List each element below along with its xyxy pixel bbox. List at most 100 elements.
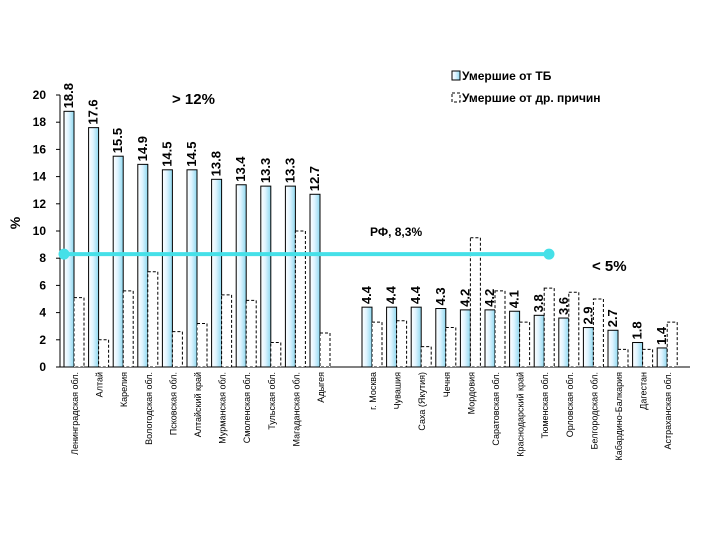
y-tick-label: 8 bbox=[39, 251, 46, 265]
bar-value-label: 14.9 bbox=[135, 136, 150, 161]
bar-tb bbox=[533, 314, 545, 368]
bar-other-causes bbox=[617, 348, 629, 368]
bar-other-causes bbox=[642, 348, 654, 368]
category-label: Смоленская обл. bbox=[242, 372, 252, 443]
bar-tb bbox=[386, 306, 398, 368]
y-tick-label: 20 bbox=[33, 88, 47, 102]
bar-tb bbox=[186, 169, 198, 368]
bar-other-causes bbox=[122, 290, 134, 368]
bar-other-causes bbox=[568, 291, 580, 368]
bar-tb bbox=[582, 327, 594, 368]
bar-value-label: 15.5 bbox=[110, 128, 125, 153]
bar-tb bbox=[211, 178, 223, 368]
bar-value-label: 14.5 bbox=[184, 141, 199, 166]
bar-tb bbox=[558, 317, 570, 368]
category-label: Чувашия bbox=[393, 372, 403, 409]
bar-tb bbox=[410, 306, 422, 368]
bar-value-label: 4.4 bbox=[359, 285, 374, 304]
category-label: Алтай bbox=[95, 372, 105, 397]
reference-line-end-marker bbox=[543, 248, 555, 260]
bar-value-label: 4.3 bbox=[433, 287, 448, 305]
y-axis-title: % bbox=[7, 216, 23, 229]
bar-value-label: 17.6 bbox=[86, 99, 101, 124]
category-label: Краснодарский край bbox=[516, 372, 526, 457]
bar-other-causes bbox=[147, 271, 159, 368]
bar-value-label: 4.4 bbox=[384, 285, 399, 304]
bar-tb bbox=[435, 308, 447, 368]
category-label: Дагестан bbox=[639, 372, 649, 410]
bar-other-causes bbox=[221, 294, 233, 368]
category-label: Карелия bbox=[119, 372, 129, 407]
bar-tb bbox=[509, 310, 521, 368]
bar-other-causes bbox=[245, 299, 257, 368]
y-tick-label: 2 bbox=[39, 333, 46, 347]
bar-other-causes bbox=[294, 230, 306, 368]
category-label: Магаданская обл. bbox=[291, 372, 301, 446]
bar-other-causes bbox=[543, 287, 555, 368]
bar-tb bbox=[235, 184, 247, 368]
bar-tb bbox=[309, 193, 321, 368]
bar-value-label: 4.1 bbox=[507, 290, 522, 308]
y-tick-label: 18 bbox=[33, 115, 47, 129]
bar-value-label: 4.2 bbox=[482, 289, 497, 307]
bar-value-label: 14.5 bbox=[159, 141, 174, 166]
category-label: Вологодская обл. bbox=[144, 372, 154, 445]
bar-tb bbox=[112, 155, 124, 368]
bar-other-causes bbox=[469, 237, 481, 368]
category-label: Псковская обл. bbox=[168, 372, 178, 435]
bar-other-causes bbox=[494, 290, 506, 368]
bar-tb bbox=[137, 163, 149, 368]
bar-other-causes bbox=[270, 342, 282, 368]
category-label: Тюменская обл. bbox=[540, 372, 550, 438]
reference-line-start-marker bbox=[58, 248, 70, 260]
legend: Умершие от ТБ Умершие от др. причин bbox=[451, 69, 601, 105]
category-label: Кабардино-Балкария bbox=[614, 372, 624, 461]
bar-other-causes bbox=[519, 321, 531, 368]
bar-tb bbox=[260, 185, 272, 368]
bar-other-causes bbox=[666, 321, 678, 368]
reference-line-label: РФ, 8,3% bbox=[370, 225, 422, 239]
y-tick-label: 10 bbox=[33, 224, 47, 238]
bar-tb bbox=[361, 306, 373, 368]
bar-tb bbox=[284, 185, 296, 368]
category-label: Алтайский край bbox=[193, 372, 203, 437]
bar-value-label: 13.4 bbox=[233, 156, 248, 182]
y-tick-label: 6 bbox=[39, 278, 46, 292]
category-label: Белгородская обл. bbox=[589, 372, 599, 450]
bar-value-label: 13.3 bbox=[282, 158, 297, 183]
bar-value-label: 2.9 bbox=[580, 306, 595, 324]
legend-swatch-other bbox=[451, 92, 461, 103]
bar-value-label: 3.8 bbox=[531, 294, 546, 312]
bar-value-label: 12.7 bbox=[307, 166, 322, 191]
legend-label-tb: Умершие от ТБ bbox=[462, 69, 552, 83]
bar-tb bbox=[632, 342, 644, 368]
bar-tb bbox=[63, 110, 75, 368]
category-label: Мордовия bbox=[466, 372, 476, 414]
category-label: Астраханская обл. bbox=[663, 372, 673, 450]
bar-value-label: 13.3 bbox=[258, 158, 273, 183]
legend-label-other: Умершие от др. причин bbox=[462, 91, 601, 105]
bar-value-label: 3.6 bbox=[556, 297, 571, 315]
bar-value-label: 1.4 bbox=[654, 326, 669, 345]
bar-value-label: 4.4 bbox=[408, 285, 423, 304]
bar-tb bbox=[656, 347, 668, 368]
category-label: г. Москва bbox=[368, 372, 378, 410]
category-label: Чечня bbox=[442, 372, 452, 397]
bar-other-causes bbox=[73, 297, 85, 368]
category-label: Орловская обл. bbox=[565, 372, 575, 437]
bar-other-causes bbox=[445, 327, 457, 368]
category-label: Саха (Якутия) bbox=[417, 372, 427, 431]
bar-tb bbox=[88, 127, 100, 368]
annotation-above-12: > 12% bbox=[172, 91, 215, 108]
bar-other-causes bbox=[196, 322, 208, 368]
bar-value-label: 13.8 bbox=[209, 151, 224, 176]
bar-tb bbox=[459, 309, 471, 368]
bar-value-label: 4.2 bbox=[457, 289, 472, 307]
y-tick-label: 16 bbox=[33, 142, 47, 156]
bar-value-label: 2.7 bbox=[605, 309, 620, 327]
category-label: Саратовская обл. bbox=[491, 372, 501, 446]
bar-other-causes bbox=[592, 298, 604, 368]
annotation-below-5: < 5% bbox=[592, 258, 627, 275]
y-tick-label: 12 bbox=[33, 197, 47, 211]
